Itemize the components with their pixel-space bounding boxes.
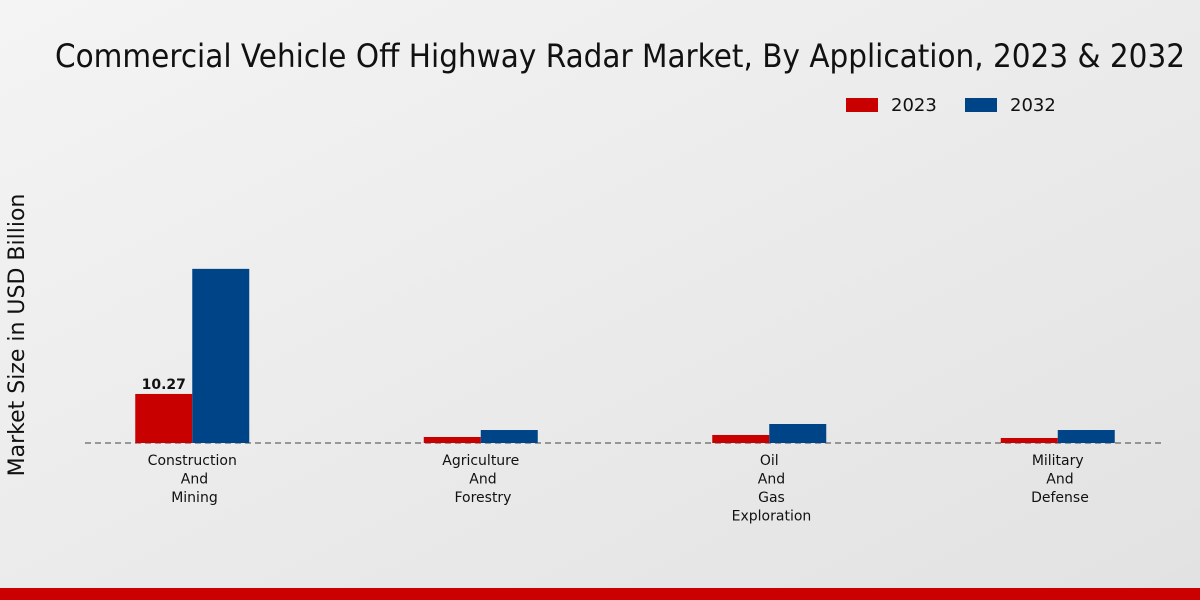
bar [712, 434, 770, 443]
data-label: 10.27 [142, 377, 186, 393]
bar [1000, 437, 1058, 443]
footer-bar [0, 588, 1200, 600]
bar [769, 423, 827, 443]
legend-swatch [846, 98, 878, 112]
bar [480, 430, 538, 443]
legend-swatch [965, 98, 997, 112]
chart-title: Commercial Vehicle Off Highway Radar Mar… [55, 37, 1185, 75]
x-tick-label: Agriculture And Forestry [442, 453, 519, 506]
bar [1057, 430, 1115, 443]
x-tick-label: Construction And Mining [148, 453, 237, 506]
legend-label: 2032 [1010, 95, 1056, 116]
x-tick-label: Oil And Gas Exploration [727, 453, 811, 525]
y-axis-label: Market Size in USD Billion [5, 194, 30, 477]
legend-label: 2023 [891, 95, 937, 116]
bar [423, 436, 481, 443]
bar [192, 268, 250, 443]
x-tick-label: Military And Defense [1027, 453, 1089, 506]
bar [135, 393, 193, 443]
